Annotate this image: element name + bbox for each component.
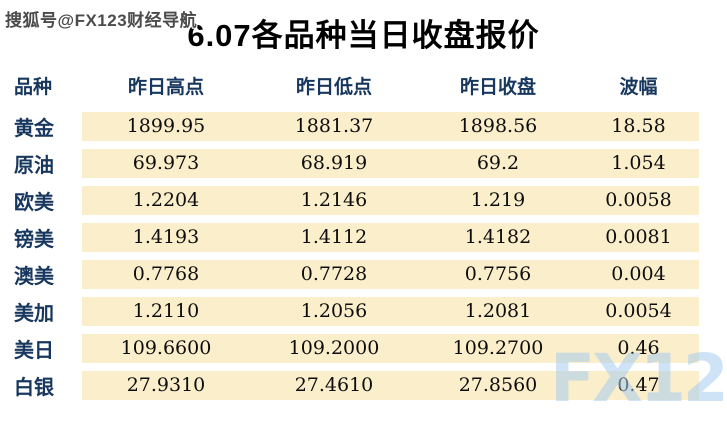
range-value: 0.0054 <box>578 297 699 326</box>
product-label: 欧美 <box>0 186 82 215</box>
low-value: 1881.37 <box>250 112 418 141</box>
header-high: 昨日高点 <box>127 77 204 98</box>
high-value: 27.9310 <box>82 371 250 400</box>
table-row-eurusd: 欧美 1.2204 1.2146 1.219 0.0058 <box>0 186 699 215</box>
low-value: 1.2056 <box>250 297 418 326</box>
product-label: 美加 <box>0 297 82 326</box>
close-value: 69.2 <box>418 149 578 178</box>
table-row-gold: 黄金 1899.95 1881.37 1898.56 18.58 <box>0 112 699 141</box>
header-product: 品种 <box>0 72 82 99</box>
header-low: 昨日低点 <box>295 77 372 98</box>
close-value: 27.8560 <box>418 371 578 400</box>
range-value: 1.054 <box>578 149 699 178</box>
high-value: 0.7768 <box>82 260 250 289</box>
high-value: 1.4193 <box>82 223 250 252</box>
low-value: 68.919 <box>250 149 418 178</box>
range-value: 18.58 <box>578 112 699 141</box>
low-value: 1.4112 <box>250 223 418 252</box>
table-header-row: 品种 昨日高点 昨日低点 昨日收盘 波幅 <box>0 72 699 99</box>
header-range: 波幅 <box>619 77 658 98</box>
low-value: 27.4610 <box>250 371 418 400</box>
close-value: 109.2700 <box>418 334 578 363</box>
product-label: 白银 <box>0 371 82 400</box>
page-title: 6.07各品种当日收盘报价 <box>187 18 540 53</box>
table-row-silver: 白银 27.9310 27.4610 27.8560 0.47 <box>0 371 699 400</box>
table-row-usdjpy: 美日 109.6600 109.2000 109.2700 0.46 <box>0 334 699 363</box>
range-value: 0.47 <box>578 371 699 400</box>
close-value: 1898.56 <box>418 112 578 141</box>
close-value: 1.219 <box>418 186 578 215</box>
product-label: 美日 <box>0 334 82 363</box>
product-label: 镑美 <box>0 223 82 252</box>
product-label: 澳美 <box>0 260 82 289</box>
table-row-usdcad: 美加 1.2110 1.2056 1.2081 0.0054 <box>0 297 699 326</box>
header-close: 昨日收盘 <box>459 77 536 98</box>
low-value: 109.2000 <box>250 334 418 363</box>
range-value: 0.0081 <box>578 223 699 252</box>
range-value: 0.004 <box>578 260 699 289</box>
high-value: 1899.95 <box>82 112 250 141</box>
close-value: 0.7756 <box>418 260 578 289</box>
table-row-gbpusd: 镑美 1.4193 1.4112 1.4182 0.0081 <box>0 223 699 252</box>
high-value: 69.973 <box>82 149 250 178</box>
low-value: 1.2146 <box>250 186 418 215</box>
product-label: 黄金 <box>0 112 82 141</box>
high-value: 1.2110 <box>82 297 250 326</box>
product-label: 原油 <box>0 149 82 178</box>
close-value: 1.2081 <box>418 297 578 326</box>
quotes-table: 品种 昨日高点 昨日低点 昨日收盘 波幅 黄金 1899.95 1881.37 … <box>0 72 699 408</box>
low-value: 0.7728 <box>250 260 418 289</box>
high-value: 109.6600 <box>82 334 250 363</box>
close-value: 1.4182 <box>418 223 578 252</box>
high-value: 1.2204 <box>82 186 250 215</box>
table-row-audusd: 澳美 0.7768 0.7728 0.7756 0.004 <box>0 260 699 289</box>
sohu-account-watermark: 搜狐号@FX123财经导航 <box>5 11 198 30</box>
range-value: 0.46 <box>578 334 699 363</box>
range-value: 0.0058 <box>578 186 699 215</box>
table-row-crude-oil: 原油 69.973 68.919 69.2 1.054 <box>0 149 699 178</box>
